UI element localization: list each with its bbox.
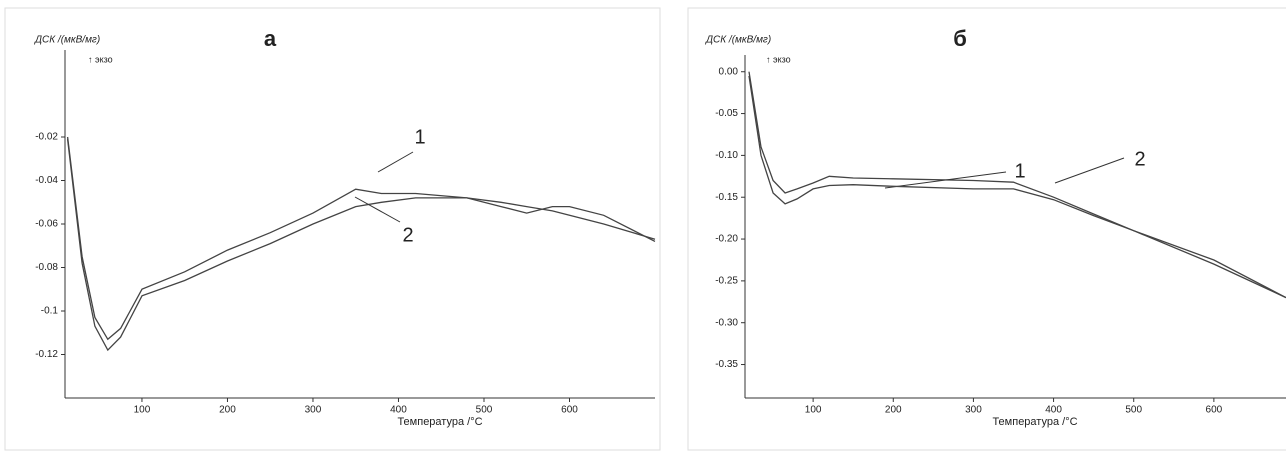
series-label: 2 <box>402 224 413 246</box>
series-line <box>748 75 1286 299</box>
x-tick-label: 200 <box>219 405 236 416</box>
x-tick-label: 300 <box>305 405 322 416</box>
leader-line <box>1054 157 1125 184</box>
y-axis-label: ДСК /(мкВ/мг) <box>705 35 771 46</box>
x-tick-label: 400 <box>1045 405 1062 416</box>
x-tick-label: 500 <box>1125 405 1142 416</box>
y-tick-label: -0.10 <box>715 150 738 161</box>
series-line <box>66 136 656 341</box>
x-axis-label: Температура /°C <box>397 416 482 428</box>
y-tick-label: -0.20 <box>715 234 738 245</box>
y-tick-label: -0.12 <box>35 349 58 360</box>
y-tick-label: -0.25 <box>715 276 738 287</box>
series-line <box>66 139 656 352</box>
exo-label: ↑ экзо <box>88 54 113 64</box>
leader-line <box>884 171 1007 189</box>
leader-line <box>354 196 401 223</box>
y-axis-label: ДСК /(мкВ/мг) <box>34 35 100 46</box>
series-label: 1 <box>1014 160 1025 182</box>
y-tick-label: -0.06 <box>35 219 58 230</box>
y-tick-label: 0.00 <box>719 66 739 77</box>
x-tick-label: 600 <box>561 405 578 416</box>
x-tick-label: 100 <box>805 405 822 416</box>
y-tick-label: -0.35 <box>715 359 738 370</box>
y-tick-label: -0.1 <box>41 306 59 317</box>
panel-frame <box>4 7 661 451</box>
x-tick-label: 300 <box>965 405 982 416</box>
exo-label: ↑ экзо <box>766 54 791 64</box>
y-tick-label: -0.15 <box>715 192 738 203</box>
series-label: 1 <box>414 126 425 148</box>
panel-label: б <box>953 26 967 51</box>
y-tick-label: -0.30 <box>715 317 738 328</box>
x-tick-label: 100 <box>134 405 151 416</box>
x-axis-label: Температура /°C <box>992 416 1077 428</box>
leader-line <box>377 151 414 173</box>
series-label: 2 <box>1134 148 1145 170</box>
y-tick-label: -0.02 <box>35 132 58 143</box>
y-tick-label: -0.08 <box>35 262 58 273</box>
x-tick-label: 200 <box>885 405 902 416</box>
y-tick-label: -0.04 <box>35 175 58 186</box>
series-line <box>748 71 1286 299</box>
panel-label: а <box>264 26 277 51</box>
x-tick-label: 600 <box>1206 405 1223 416</box>
panel-frame <box>687 7 1286 451</box>
y-tick-label: -0.05 <box>715 108 738 119</box>
x-tick-label: 500 <box>476 405 493 416</box>
x-tick-label: 400 <box>390 405 407 416</box>
